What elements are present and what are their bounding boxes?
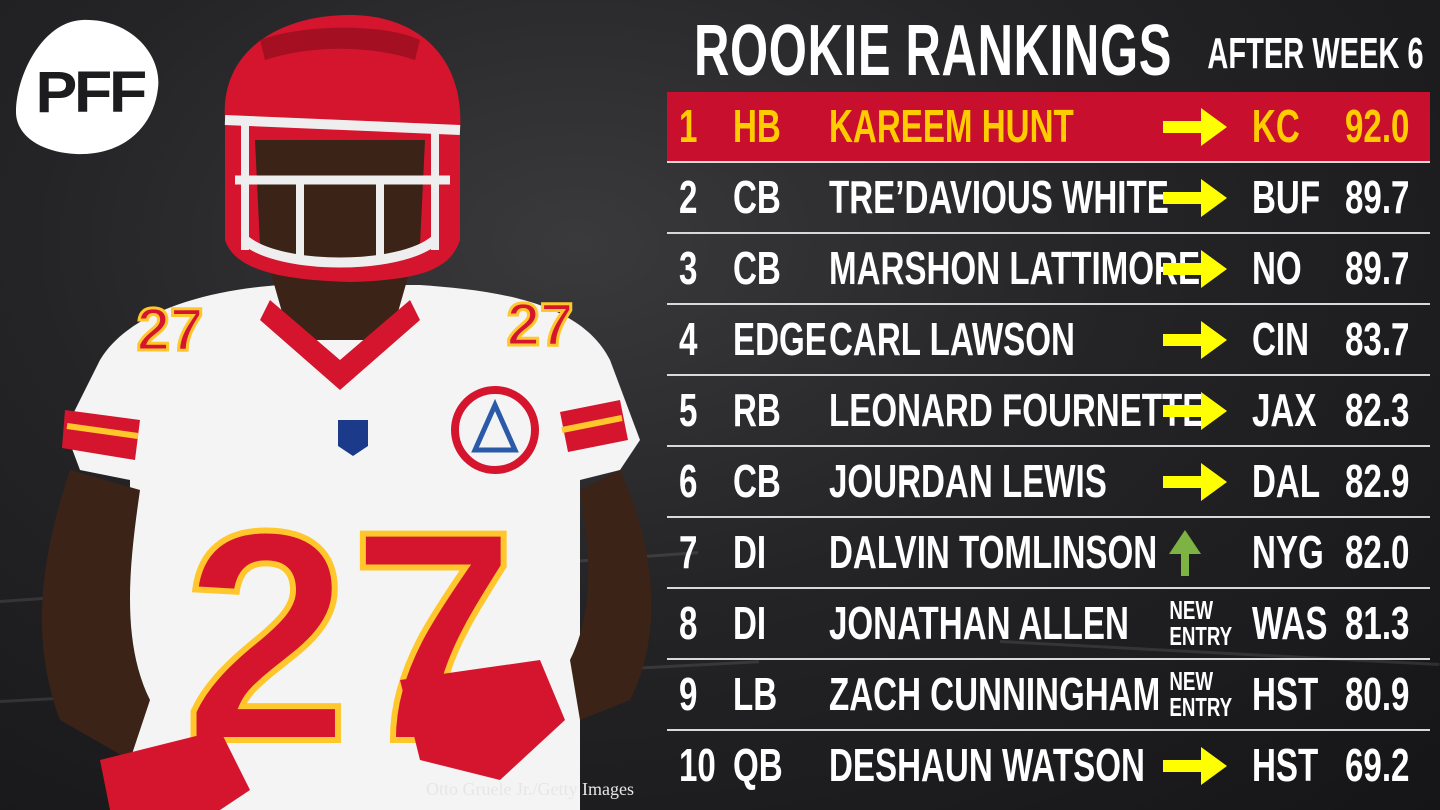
player-name-cell: DALVIN TOMLINSON [829,526,1158,578]
player-name-cell: MARSHON LATTIMORE [829,242,1201,294]
table-row: 4 EDGE CARL LAWSON CIN 83.7 [667,305,1430,376]
rank-cell: 2 [679,171,698,223]
position-cell: DI [733,597,767,649]
rank-cell: 5 [679,384,698,436]
team-cell: NO [1252,242,1302,294]
grade-cell: 89.7 [1345,171,1410,223]
arrow-right-icon [1163,463,1227,501]
grade-cell: 92.0 [1345,100,1410,152]
rank-cell: 7 [679,526,698,578]
pff-logo: PFF [12,16,162,158]
shoulder-number-left: 27 [137,296,204,363]
rank-cell: 10 [679,739,716,791]
player-name-cell: KAREEM HUNT [829,100,1074,152]
position-cell: EDGE [733,313,827,365]
position-cell: CB [733,171,781,223]
team-cell: BUF [1252,171,1321,223]
new-entry-line-1: NEW [1169,666,1214,696]
new-entry-line-2: ENTRY [1169,692,1233,722]
position-cell: QB [733,739,783,791]
player-name-cell: JONATHAN ALLEN [829,597,1129,649]
position-cell: CB [733,242,781,294]
grade-cell: 82.3 [1345,384,1410,436]
nfl-shield-icon [338,420,368,456]
team-cell: DAL [1252,455,1321,507]
arrow-right-icon [1163,321,1227,359]
table-row: 10 QB DESHAUN WATSON HST 69.2 [667,731,1430,802]
table-row: 8 DI JONATHAN ALLEN NEW ENTRY WAS 81.3 [667,589,1430,660]
arrow-right-icon [1163,179,1227,217]
position-cell: CB [733,455,781,507]
player-name-cell: ZACH CUNNINGHAM [829,668,1161,720]
player-name-cell: LEONARD FOURNETTE [829,384,1205,436]
grade-cell: 69.2 [1345,739,1410,791]
page-title: ROOKIE RANKINGS [694,11,1173,91]
team-cell: HST [1252,739,1319,791]
rank-cell: 9 [679,668,698,720]
team-cell: HST [1252,668,1319,720]
table-row: 1 HB KAREEM HUNT KC 92.0 [667,92,1430,163]
table-row: 2 CB TRE’DAVIOUS WHITE BUF 89.7 [667,163,1430,234]
arrow-right-icon [1163,747,1227,785]
position-cell: HB [733,100,781,152]
rank-cell: 8 [679,597,698,649]
arrow-up-icon [1169,530,1201,576]
new-entry-line-1: NEW [1169,595,1214,625]
position-cell: DI [733,526,767,578]
rank-cell: 1 [679,100,698,152]
photo-credit: Otto Gruele Jr./Getty Images [426,779,634,799]
position-cell: RB [733,384,781,436]
shoulder-number-right: 27 [507,291,574,358]
grade-cell: 81.3 [1345,597,1410,649]
table-row: 5 RB LEONARD FOURNETTE JAX 82.3 [667,376,1430,447]
player-name-cell: TRE’DAVIOUS WHITE [829,171,1169,223]
table-row: 7 DI DALVIN TOMLINSON NYG 82.0 [667,518,1430,589]
grade-cell: 80.9 [1345,668,1410,720]
table-row: 9 LB ZACH CUNNINGHAM NEW ENTRY HST 80.9 [667,660,1430,731]
grade-cell: 89.7 [1345,242,1410,294]
arrow-right-icon [1163,108,1227,146]
team-cell: WAS [1252,597,1328,649]
arrow-right-icon [1163,392,1227,430]
player-name-cell: DESHAUN WATSON [829,739,1145,791]
new-entry-label: NEW ENTRY [1169,595,1233,651]
logo-text: PFF [35,59,145,124]
arrow-right-icon [1163,250,1227,288]
rank-cell: 6 [679,455,698,507]
pff-football-logo-icon: PFF [16,19,159,155]
new-entry-line-2: ENTRY [1169,621,1233,651]
team-cell: JAX [1252,384,1317,436]
position-cell: LB [733,668,778,720]
player-name-cell: JOURDAN LEWIS [829,455,1107,507]
team-cell: CIN [1252,313,1310,365]
player-photo: 27 27 27 [41,15,652,810]
team-cell: KC [1252,100,1300,152]
table-row: 3 CB MARSHON LATTIMORE NO 89.7 [667,234,1430,305]
new-entry-label: NEW ENTRY [1169,666,1233,722]
grade-cell: 82.9 [1345,455,1410,507]
grade-cell: 82.0 [1345,526,1410,578]
page-subtitle: AFTER WEEK 6 [1207,29,1424,78]
rankings-table: 1 HB KAREEM HUNT KC 92.0 2 CB TRE’DAVIOUS WHITE… [667,92,1430,802]
team-cell: NYG [1252,526,1324,578]
grade-cell: 83.7 [1345,313,1410,365]
rank-cell: 4 [679,313,698,365]
rank-cell: 3 [679,242,698,294]
player-name-cell: CARL LAWSON [829,313,1075,365]
table-row: 6 CB JOURDAN LEWIS DAL 82.9 [667,447,1430,518]
